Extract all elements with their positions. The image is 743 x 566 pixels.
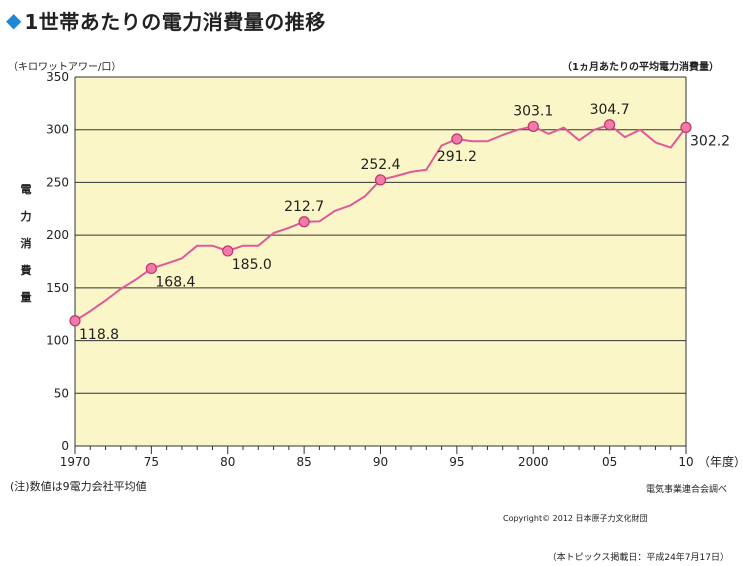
- data-label: 252.4: [360, 157, 400, 173]
- data-label: 118.8: [79, 327, 119, 343]
- title-text: 1世帯あたりの電力消費量の推移: [24, 9, 326, 34]
- x-unit-label: （年度）: [698, 454, 743, 469]
- x-tick-label: 80: [220, 455, 235, 469]
- y-axis-label-char: 消: [21, 236, 32, 250]
- x-tick-label: 90: [373, 455, 388, 469]
- x-tick-label: 1970: [60, 455, 91, 469]
- data-point-marker: [145, 262, 157, 275]
- x-tick-label: 95: [449, 455, 464, 469]
- y-tick-label: 50: [54, 386, 69, 400]
- data-label: 302.2: [690, 133, 730, 149]
- data-label: 291.2: [437, 149, 477, 165]
- y-tick-label: 300: [46, 123, 69, 137]
- average-note-label: （1ヵ月あたりの平均電力消費量）: [562, 62, 719, 73]
- data-label: 212.7: [284, 199, 324, 215]
- x-tick-label: 10: [678, 455, 693, 469]
- y-axis-label-char: 費: [20, 263, 32, 277]
- y-tick-label: 100: [46, 334, 69, 348]
- y-axis-label-char: 力: [21, 209, 32, 223]
- data-label: 168.4: [155, 274, 195, 290]
- footnote: (注)数値は9電力会社平均値: [10, 480, 147, 493]
- y-tick-label: 200: [46, 228, 69, 242]
- data-point-marker: [604, 119, 616, 131]
- y-tick-label: 0: [61, 439, 69, 453]
- data-point-marker: [222, 245, 234, 257]
- data-point-marker: [451, 133, 463, 145]
- x-tick-label: 85: [296, 455, 311, 469]
- x-tick-label: 05: [602, 455, 617, 469]
- source-label: 電気事業連合会調べ: [645, 485, 727, 495]
- copyright-label: Copyright© 2012 日本原子力文化財団: [503, 514, 648, 523]
- data-point-marker: [374, 174, 387, 186]
- data-point-marker: [680, 121, 692, 133]
- data-label: 304.7: [590, 102, 630, 118]
- x-tick-label: 75: [144, 455, 159, 469]
- data-label: 185.0: [232, 257, 272, 273]
- data-point-marker: [69, 315, 81, 327]
- y-tick-label: 150: [46, 281, 69, 295]
- data-point-marker: [527, 120, 539, 133]
- y-tick-label: 250: [46, 175, 69, 189]
- page-title: ◆ 1世帯あたりの電力消費量の推移: [6, 6, 326, 34]
- y-unit-label: （キロワットアワー/口）: [8, 62, 122, 73]
- y-axis-label-char: 電: [21, 183, 32, 196]
- posted-date: （本トピックス掲載日：平成24年7月17日）: [547, 553, 729, 563]
- x-tick-label: 2000: [518, 455, 549, 469]
- plot-area: [75, 77, 686, 446]
- data-point-marker: [298, 216, 310, 228]
- y-axis-label-char: 量: [21, 291, 32, 304]
- data-label: 303.1: [513, 103, 553, 119]
- y-tick-label: 350: [46, 70, 69, 84]
- diamond-icon: ◆: [6, 8, 22, 32]
